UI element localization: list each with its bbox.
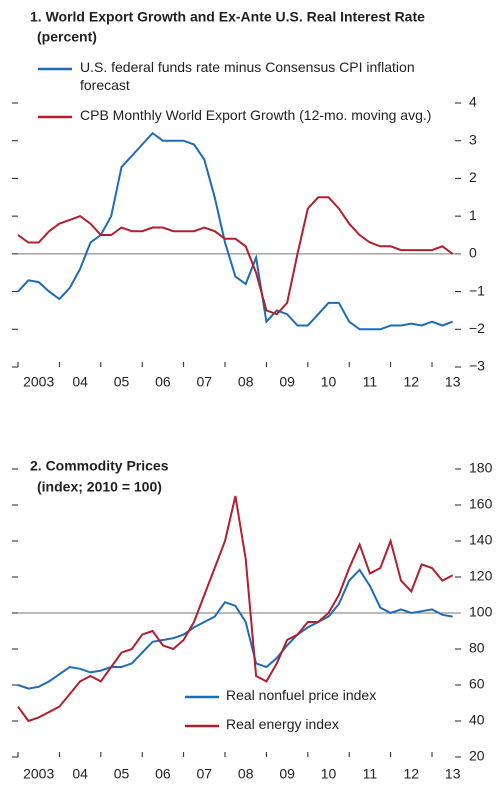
y-tick-label: −2 xyxy=(469,320,485,336)
series-line xyxy=(17,495,454,723)
series-line xyxy=(17,131,454,331)
y-tick-label: 0 xyxy=(469,245,477,261)
y-tick-label: 60 xyxy=(469,676,485,692)
x-tick-label: 2003 xyxy=(23,766,54,782)
chart-title: 2. Commodity Prices xyxy=(30,458,169,474)
y-tick-label: −1 xyxy=(469,282,485,298)
y-tick-label: 20 xyxy=(469,748,485,764)
x-tick-label: 07 xyxy=(197,766,213,782)
y-tick-label: 140 xyxy=(469,532,493,548)
x-tick-label: 10 xyxy=(321,374,337,390)
chart-subtitle: (percent) xyxy=(37,29,97,45)
x-tick-label: 09 xyxy=(279,374,295,390)
x-tick-label: 08 xyxy=(238,374,254,390)
chart-subtitle: (index; 2010 = 100) xyxy=(37,479,162,495)
y-tick-label: 80 xyxy=(469,640,485,656)
x-tick-label: 08 xyxy=(238,766,254,782)
x-tick-label: 12 xyxy=(404,766,420,782)
x-tick-label: 13 xyxy=(445,374,461,390)
x-tick-label: 05 xyxy=(114,766,130,782)
x-tick-label: 11 xyxy=(363,766,378,782)
x-tick-label: 06 xyxy=(155,766,171,782)
series-line xyxy=(17,568,453,690)
x-tick-label: 13 xyxy=(445,766,461,782)
y-tick-label: 1 xyxy=(469,207,477,223)
y-tick-label: 40 xyxy=(469,712,485,728)
x-tick-label: 07 xyxy=(197,374,213,390)
y-tick-label: −3 xyxy=(469,358,485,374)
x-tick-label: 06 xyxy=(155,374,171,390)
y-tick-label: 100 xyxy=(469,604,493,620)
x-tick-label: 09 xyxy=(279,766,295,782)
chart-title: 1. World Export Growth and Ex-Ante U.S. … xyxy=(30,9,425,25)
y-tick-label: 160 xyxy=(469,496,493,512)
y-tick-label: 4 xyxy=(469,94,477,110)
x-tick-label: 05 xyxy=(114,374,130,390)
x-tick-label: 04 xyxy=(72,374,88,390)
legend-label: CPB Monthly World Export Growth (12-mo. … xyxy=(80,107,432,123)
y-tick-label: 120 xyxy=(469,568,493,584)
y-tick-label: 2 xyxy=(469,169,477,185)
legend-label: Real nonfuel price index xyxy=(226,687,377,703)
y-tick-label: 3 xyxy=(469,131,477,147)
legend-label: Real energy index xyxy=(226,716,339,732)
x-tick-label: 10 xyxy=(321,766,337,782)
y-tick-label: 180 xyxy=(469,460,493,476)
series-line xyxy=(17,196,454,316)
x-tick-label: 2003 xyxy=(23,374,54,390)
legend-label: U.S. federal funds rate minus Consensus … xyxy=(80,59,415,93)
x-tick-label: 12 xyxy=(404,374,420,390)
x-tick-label: 11 xyxy=(363,374,378,390)
x-tick-label: 04 xyxy=(72,766,88,782)
